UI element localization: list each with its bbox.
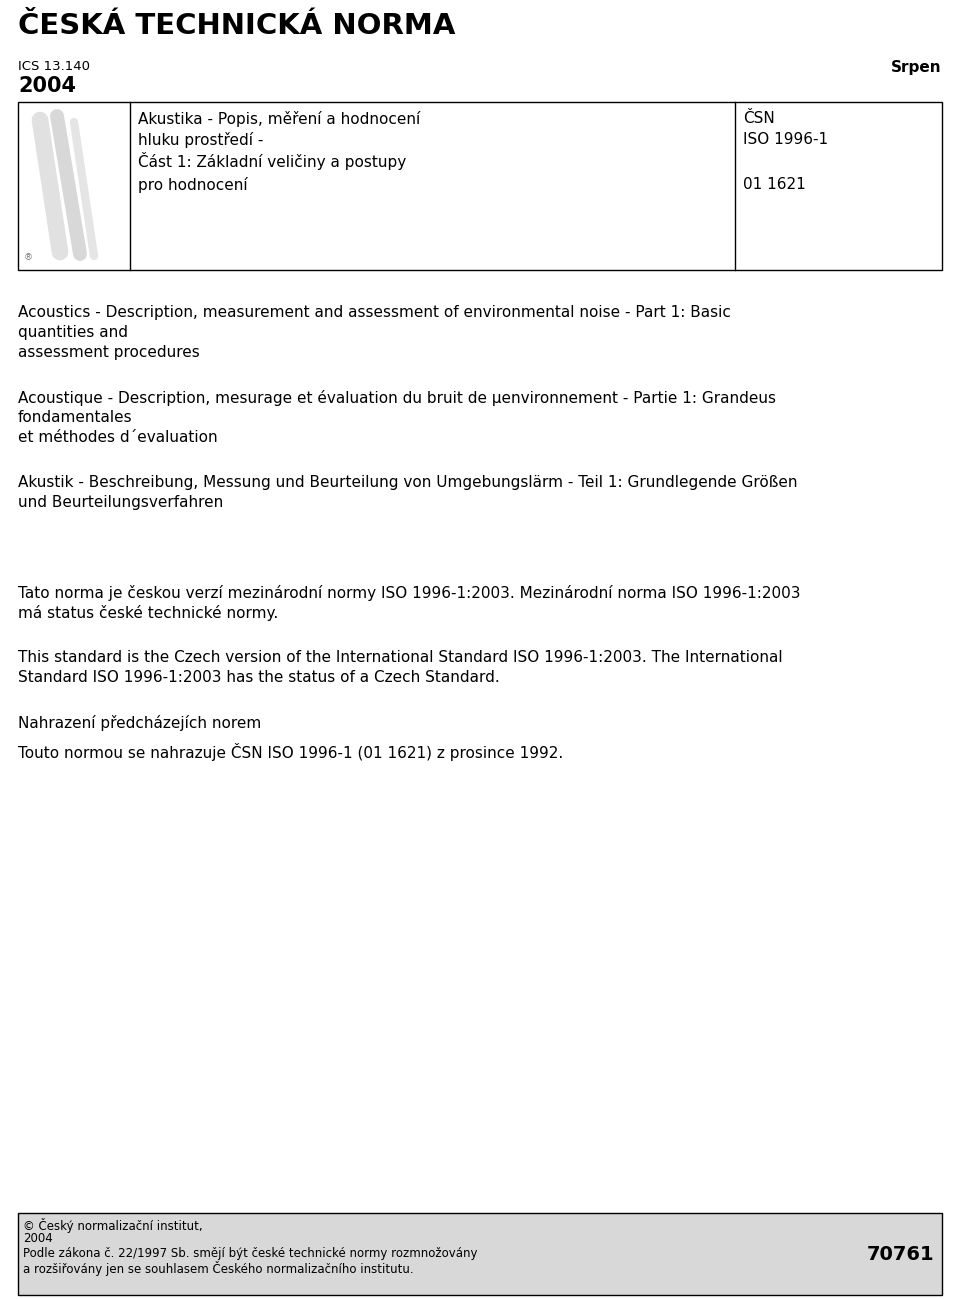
Text: Acoustique - Description, mesurage et évaluation du bruit de µenvironnement - Pa: Acoustique - Description, mesurage et év…: [18, 390, 776, 407]
Text: ČSN: ČSN: [743, 110, 775, 126]
Bar: [18, 103, 942, 270]
Text: ®: ®: [24, 253, 33, 262]
Text: Standard ISO 1996-1:2003 has the status of a Czech Standard.: Standard ISO 1996-1:2003 has the status …: [18, 670, 500, 685]
Text: 2004: 2004: [23, 1233, 53, 1246]
Text: 70761: 70761: [866, 1244, 934, 1264]
Text: This standard is the Czech version of the International Standard ISO 1996-1:2003: This standard is the Czech version of th…: [18, 650, 782, 665]
Text: Akustika - Popis, měření a hodnocení: Akustika - Popis, měření a hodnocení: [138, 110, 420, 127]
Text: Nahrazení předcházejích norem: Nahrazení předcházejích norem: [18, 714, 261, 731]
Text: ČESKÁ TECHNICKÁ NORMA: ČESKÁ TECHNICKÁ NORMA: [18, 12, 455, 40]
Text: Akustik - Beschreibung, Messung und Beurteilung von Umgebungslärm - Teil 1: Grun: Akustik - Beschreibung, Messung und Beur…: [18, 475, 798, 490]
Text: ICS 13.140: ICS 13.140: [18, 60, 90, 73]
Bar: [18, 1213, 942, 1295]
Text: 2004: 2004: [18, 77, 76, 96]
Text: © Český normalizační institut,: © Český normalizační institut,: [23, 1218, 203, 1233]
Text: Tato norma je českou verzí mezinárodní normy ISO 1996-1:2003. Mezinárodní norma : Tato norma je českou verzí mezinárodní n…: [18, 585, 801, 601]
Text: et méthodes d´evaluation: et méthodes d´evaluation: [18, 430, 218, 446]
Text: hluku prostředí -: hluku prostředí -: [138, 131, 263, 148]
Text: fondamentales: fondamentales: [18, 410, 132, 425]
Text: Část 1: Základní veličiny a postupy: Část 1: Základní veličiny a postupy: [138, 152, 406, 170]
Text: a rozšiřovány jen se souhlasem Českého normalizačního institutu.: a rozšiřovány jen se souhlasem Českého n…: [23, 1261, 414, 1277]
Text: ISO 1996-1: ISO 1996-1: [743, 131, 828, 147]
Text: 01 1621: 01 1621: [743, 177, 805, 191]
Text: Podle zákona č. 22/1997 Sb. smějí být české technické normy rozmnožovány: Podle zákona č. 22/1997 Sb. smějí být če…: [23, 1247, 477, 1260]
Text: quantities and: quantities and: [18, 325, 128, 340]
Text: und Beurteilungsverfahren: und Beurteilungsverfahren: [18, 495, 224, 511]
Text: assessment procedures: assessment procedures: [18, 346, 200, 360]
Text: pro hodnocení: pro hodnocení: [138, 177, 248, 192]
Text: má status české technické normy.: má status české technické normy.: [18, 605, 278, 621]
Text: Srpen: Srpen: [892, 60, 942, 75]
Text: Touto normou se nahrazuje ČSN ISO 1996-1 (01 1621) z prosince 1992.: Touto normou se nahrazuje ČSN ISO 1996-1…: [18, 743, 564, 761]
Text: Acoustics - Description, measurement and assessment of environmental noise - Par: Acoustics - Description, measurement and…: [18, 305, 731, 320]
